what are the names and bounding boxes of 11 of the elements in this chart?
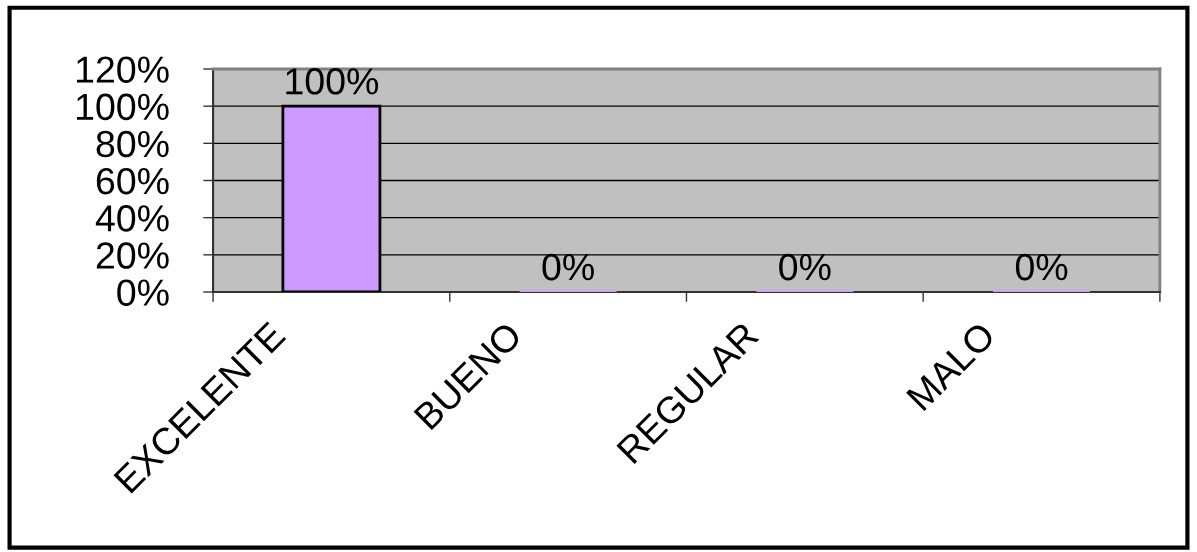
data-label: 0% (779, 253, 831, 281)
y-tick-label: 60% (96, 167, 169, 195)
y-tick-label: 80% (96, 130, 169, 158)
y-tick-label: 40% (95, 205, 169, 232)
data-label: 100% (286, 68, 379, 95)
y-tick-label: 120% (76, 56, 169, 83)
y-tick-label: 0% (117, 279, 169, 306)
y-tick-label: 100% (76, 93, 169, 121)
data-label: 0% (542, 253, 594, 281)
y-tick-label: 20% (96, 242, 169, 269)
data-label: 0% (1015, 253, 1068, 281)
